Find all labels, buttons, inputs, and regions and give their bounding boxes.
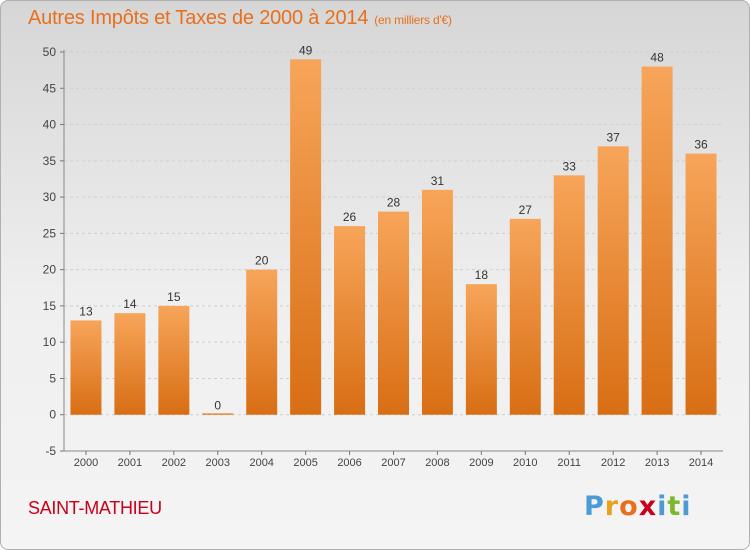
logo-letter: x: [638, 491, 658, 522]
bar-value-label: 31: [431, 174, 445, 188]
y-tick-label: 20: [43, 263, 57, 277]
x-tick-label: 2010: [513, 457, 537, 469]
logo-letter: r: [604, 491, 620, 522]
bar: [597, 146, 629, 415]
y-tick-label: 45: [43, 81, 57, 95]
y-tick-label: 50: [43, 45, 57, 59]
x-tick-label: 2002: [162, 457, 186, 469]
bar-value-label: 36: [694, 138, 708, 152]
bar: [509, 218, 541, 415]
bar: [421, 189, 453, 415]
x-tick-label: 2006: [337, 457, 361, 469]
y-tick-label: 40: [43, 118, 57, 132]
logo-letter: i: [681, 491, 692, 522]
x-tick-label: 2011: [557, 457, 581, 469]
bar: [334, 226, 366, 415]
y-tick-label: -5: [45, 444, 56, 458]
y-tick-label: 15: [43, 299, 57, 313]
title-text: Autres Impôts et Taxes de 2000 à 2014: [28, 7, 369, 29]
bar-value-label: 33: [563, 159, 577, 173]
bar: [246, 269, 278, 415]
y-tick-label: 5: [49, 371, 56, 385]
y-tick-label: 30: [43, 190, 57, 204]
bar-value-label: 0: [214, 399, 221, 413]
x-tick-label: 2004: [249, 457, 273, 469]
bar: [378, 211, 409, 415]
logo-letter: i: [657, 491, 668, 522]
x-tick-label: 2005: [293, 457, 317, 469]
x-tick-label: 2003: [206, 457, 230, 469]
bar: [641, 66, 673, 415]
x-tick-label: 2012: [601, 457, 625, 469]
bar-value-label: 26: [343, 210, 357, 224]
bar: [70, 320, 102, 415]
bar-value-label: 49: [299, 43, 313, 57]
y-tick-label: 25: [43, 226, 57, 240]
bar: [685, 153, 717, 415]
logo-letter: P: [584, 491, 605, 522]
bar-value-label: 15: [167, 290, 181, 304]
bar: [114, 313, 146, 415]
bar-value-label: 18: [475, 268, 489, 282]
bar-value-label: 13: [79, 304, 93, 318]
x-tick-label: 2000: [74, 457, 98, 469]
axes: -5 0 5 10 15 20 25 30 35 40 45 50 2000 2001 2002 2003 20…: [43, 45, 723, 469]
town-name: SAINT-MATHIEU: [28, 498, 162, 518]
x-tick-label: 2008: [425, 457, 449, 469]
bar-value-label: 28: [387, 196, 401, 210]
bar-value-label: 27: [519, 203, 533, 217]
x-tick-label: 2001: [118, 457, 142, 469]
x-tick-label: 2013: [645, 457, 669, 469]
chart-title: Autres Impôts et Taxes de 2000 à 2014 (en…: [28, 7, 452, 30]
bar: [290, 59, 322, 415]
bar: [465, 284, 497, 415]
y-tick-label: 0: [49, 408, 56, 422]
proxiti-logo: Proxiti: [584, 491, 692, 522]
bar: [202, 413, 234, 415]
x-tick-label: 2014: [689, 457, 713, 469]
x-tick-label: 2009: [469, 457, 493, 469]
logo-letter: t: [667, 491, 682, 522]
bars: [70, 59, 717, 415]
x-tick-label: 2007: [381, 457, 405, 469]
bar-value-label: 20: [255, 254, 269, 268]
y-tick-label: 10: [43, 335, 57, 349]
title-unit: (en milliers d'€): [374, 13, 452, 27]
bar: [553, 175, 585, 415]
bar: [158, 305, 190, 415]
bar-value-label: 48: [650, 51, 664, 65]
logo-letter: o: [619, 491, 639, 522]
y-tick-label: 35: [43, 154, 57, 168]
bar-value-label: 37: [606, 130, 620, 144]
bar-value-label: 14: [123, 297, 137, 311]
value-labels: 13 14 15 0 20 49 26 28 31 18 27 33 37 48 36: [79, 43, 708, 412]
